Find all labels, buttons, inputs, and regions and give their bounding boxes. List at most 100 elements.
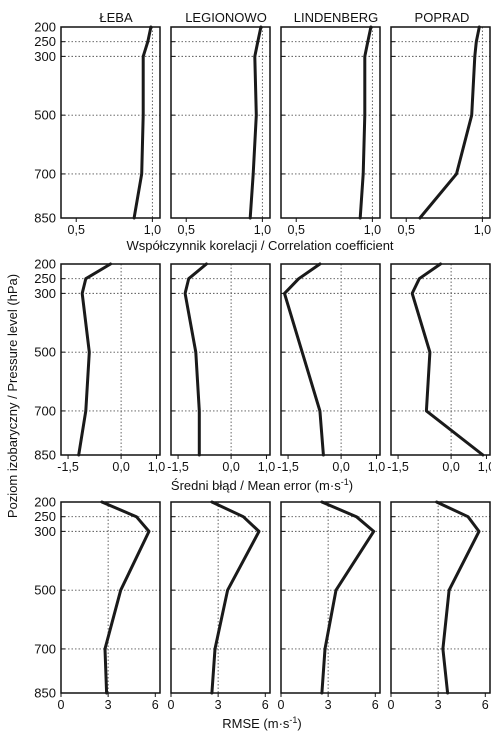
x-tick-label: 3 [435, 698, 442, 712]
data-point-leba [77, 453, 80, 457]
data-point-legionowo [253, 55, 256, 58]
data-point-leba [140, 172, 143, 176]
x-axis-label-mean-error-text: Średni błąd / Mean error (m·s [171, 478, 341, 493]
station-titles: ŁEBA LEGIONOWO LINDENBERG POPRAD [99, 10, 469, 25]
data-point-leba [81, 292, 84, 295]
data-point-leba [84, 409, 87, 413]
data-point-legionowo [242, 515, 245, 518]
x-tick-label: 1,0 [364, 223, 381, 237]
data-point-leba [147, 530, 151, 533]
data-point-legionowo [255, 113, 258, 117]
data-point-poprad [466, 515, 470, 518]
data-point-legionowo [198, 409, 201, 413]
series-line-legionowo [183, 262, 208, 457]
station-title-legionowo: LEGIONOWO [185, 10, 267, 25]
x-axis-label-rmse-text: RMSE (m·s [222, 716, 290, 731]
pressure-tick-label: 200 [34, 495, 56, 510]
x-tick-label: 1,0 [144, 223, 161, 237]
pressure-tick-label: 700 [34, 641, 56, 656]
data-point-poprad [441, 647, 445, 651]
data-point-lindenberg [366, 40, 370, 43]
data-point-lindenberg [323, 647, 327, 651]
panel-frame [390, 263, 491, 456]
panel-2-legionowo: 0 3 6 [168, 500, 271, 712]
x-tick-label: 0,5 [288, 223, 305, 237]
x-tick-label: 0 [58, 698, 65, 712]
series-line-lindenberg [320, 500, 376, 695]
data-point-poprad [455, 172, 458, 176]
x-tick-label: 0,5 [68, 223, 85, 237]
x-tick-label: 6 [152, 698, 159, 712]
data-point-lindenberg [322, 453, 325, 457]
x-tick-label: 0 [388, 698, 395, 712]
pressure-tick-label: 500 [34, 345, 56, 360]
data-point-leba [135, 515, 138, 518]
panel-frame [280, 263, 381, 456]
data-point-lindenberg [301, 350, 304, 354]
data-point-lindenberg [372, 530, 375, 533]
data-point-lindenberg [318, 262, 322, 266]
pressure-tick-label: 300 [34, 49, 56, 64]
data-point-lindenberg [334, 588, 338, 592]
data-point-lindenberg [320, 500, 324, 504]
data-point-poprad [481, 453, 485, 457]
data-point-legionowo [198, 453, 201, 457]
data-point-lindenberg [355, 515, 358, 518]
data-point-leba [142, 113, 145, 117]
data-point-lindenberg [318, 409, 322, 413]
series-line-poprad [435, 500, 481, 695]
x-tick-label: 0 [278, 698, 285, 712]
panel-frame [390, 501, 491, 694]
pressure-tick-label: 200 [34, 20, 56, 35]
data-point-leba [132, 216, 136, 220]
panel-0-leba: 0,5 1,0 [60, 25, 161, 237]
x-tick-label: 1,0 [474, 223, 491, 237]
data-point-leba [100, 500, 104, 504]
panel-1-poprad: -1,5 0,0 1,0 [387, 262, 491, 474]
pressure-tick-label: 500 [34, 108, 56, 123]
x-axis-label-rmse: RMSE (m·s-1) [222, 715, 302, 731]
pressure-tick-label: 300 [34, 524, 56, 539]
data-point-legionowo [249, 216, 252, 220]
data-point-leba [119, 588, 122, 592]
series-line-legionowo [248, 25, 263, 220]
data-point-poprad [428, 350, 432, 354]
x-tick-label: 0,5 [398, 223, 415, 237]
data-point-poprad [447, 588, 451, 592]
data-point-poprad [473, 55, 476, 58]
data-point-legionowo [194, 350, 197, 354]
panel-1-lindenberg: -1,5 0,0 1,0 [277, 262, 385, 474]
panel-frame [60, 26, 161, 219]
x-tick-label: 0,5 [178, 223, 195, 237]
x-tick-label: 1,0 [478, 460, 491, 474]
x-tick-label: -1,5 [277, 460, 299, 474]
data-point-poprad [411, 292, 414, 295]
data-point-legionowo [187, 277, 190, 280]
data-point-leba [142, 55, 145, 58]
data-point-lindenberg [363, 113, 366, 117]
x-tick-label: 0,0 [222, 460, 239, 474]
x-tick-label: 0,0 [442, 460, 459, 474]
data-point-poprad [475, 40, 478, 43]
x-tick-label: 3 [105, 698, 112, 712]
x-tick-label: -1,5 [167, 460, 189, 474]
data-point-poprad [446, 691, 449, 695]
x-axis-label-mean-error-superscript: -1 [341, 477, 349, 487]
x-axis-label-correlation: Współczynnik korelacji / Correlation coe… [126, 238, 393, 253]
station-title-lindenberg: LINDENBERG [294, 10, 379, 25]
panel-2-leba: 0 3 6 [58, 500, 161, 712]
series-line-leba [100, 500, 151, 695]
data-point-legionowo [257, 530, 261, 533]
x-tick-label: 3 [325, 698, 332, 712]
series-line-leba [132, 25, 153, 220]
pressure-tick-label: 250 [34, 271, 56, 286]
data-point-leba [149, 25, 153, 29]
x-axis-label-rmse-superscript: -1 [289, 715, 297, 725]
data-point-legionowo [213, 647, 217, 651]
panel-frame [170, 26, 271, 219]
series-line-lindenberg [358, 25, 373, 220]
panel-2-poprad: 0 3 6 [388, 500, 491, 712]
data-point-leba [146, 40, 150, 43]
